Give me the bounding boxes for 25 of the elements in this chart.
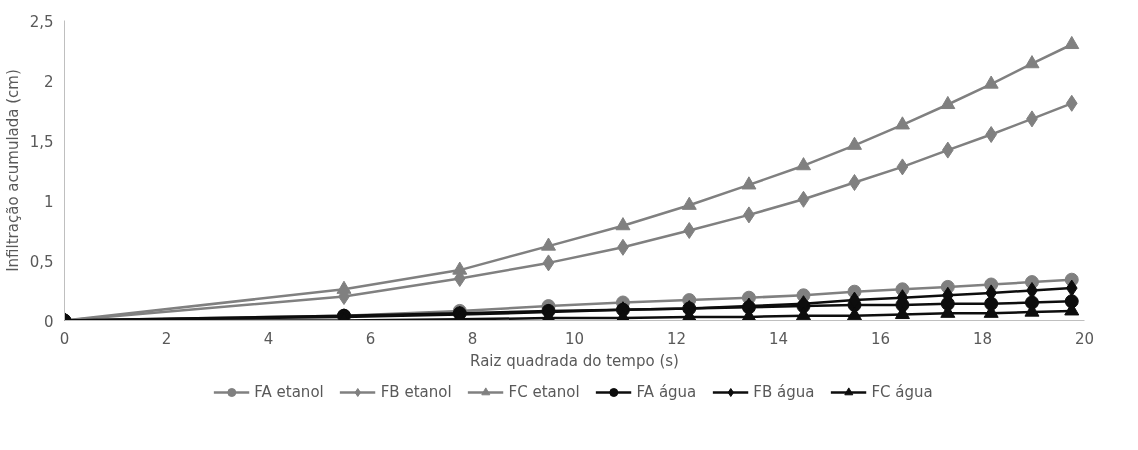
x-tick-label: 12: [666, 329, 687, 348]
legend-label: FC etanol: [508, 383, 580, 401]
x-tick-label: 4: [263, 329, 274, 348]
y-tick-label: 2,5: [29, 12, 54, 31]
x-tick-label: 14: [768, 329, 789, 348]
y-tick-label: 0,5: [29, 252, 54, 271]
y-axis-title: Infiltração acumulada (cm): [3, 69, 22, 272]
legend-label: FB etanol: [380, 383, 452, 401]
x-tick-label: 6: [365, 329, 376, 348]
legend-label: FB água: [753, 383, 815, 401]
y-tick-label: 1,5: [29, 132, 54, 151]
y-tick-label: 1: [43, 192, 54, 211]
x-tick-label: 2: [161, 329, 172, 348]
y-tick-label: 0: [43, 312, 54, 331]
x-tick-label: 20: [1074, 329, 1095, 348]
x-tick-label: 0: [59, 329, 70, 348]
x-tick-label: 16: [870, 329, 891, 348]
x-axis-title: Raiz quadrada do tempo (s): [470, 351, 679, 370]
legend-label: FC água: [871, 383, 933, 401]
legend-label: FA etanol: [254, 383, 324, 401]
x-tick-label: 8: [467, 329, 478, 348]
y-tick-label: 2: [43, 72, 54, 91]
x-tick-label: 18: [972, 329, 993, 348]
x-tick-label: 10: [564, 329, 585, 348]
legend-label: FA água: [636, 383, 697, 401]
